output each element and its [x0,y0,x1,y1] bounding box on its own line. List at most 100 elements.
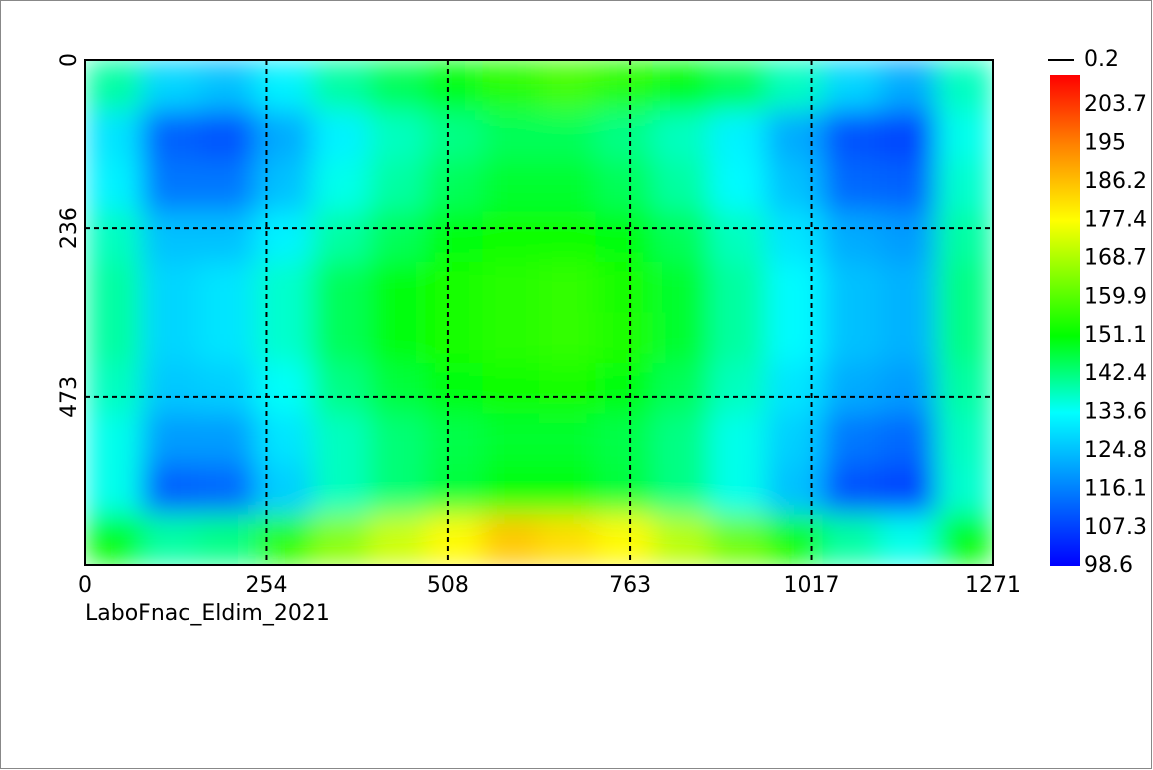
heatmap-cell [709,60,767,111]
heatmap-cell [539,60,597,111]
heatmap-cell [85,464,143,515]
heatmap-cell [709,413,767,465]
heatmap-cell [141,514,199,565]
heatmap-cell [425,262,483,313]
heatmap-cell [595,110,653,162]
heatmap-cell [766,161,824,212]
heatmap-cell [652,413,710,465]
heatmap-cell [425,413,483,465]
heatmap-cell [879,211,937,263]
heatmap-cell [198,464,256,515]
heatmap-cell [312,464,370,515]
heatmap-cell [255,514,313,565]
heatmap-cell [595,363,653,414]
heatmap-cell [198,514,256,565]
heatmap-cell [652,110,710,162]
heatmap-cell [198,312,256,364]
heatmap-cell [652,464,710,515]
heatmap-cell [85,363,143,414]
heatmap-cell [879,514,937,565]
heatmap-cell [539,211,597,263]
heatmap-cell [312,262,370,313]
heatmap-cell [312,413,370,465]
heatmap-cell [595,211,653,263]
heatmap-cell [255,262,313,313]
heatmap-cell [198,110,256,162]
heatmap-cell [595,413,653,465]
heatmap-cell [879,312,937,364]
heatmap-cell [482,110,540,162]
heatmap-cell [822,312,880,364]
heatmap-cell [141,363,199,414]
heatmap-cell [482,464,540,515]
heatmap-cell [425,60,483,111]
heatmap-cell [822,60,880,111]
heatmap-cell [141,211,199,263]
heatmap-cell [822,211,880,263]
heatmap-cell [766,312,824,364]
heatmap-cell [255,211,313,263]
heatmap-cell [936,60,993,111]
colorbar [1050,75,1080,566]
heatmap-cell [822,161,880,212]
heatmap-cell [595,60,653,111]
heatmap-cell [368,413,426,465]
heatmap-cell [822,464,880,515]
heatmap-cell [879,464,937,515]
heatmap-cell [879,161,937,212]
heatmap-cell [141,262,199,313]
heatmap-cell [255,464,313,515]
heatmap-cell [85,312,143,364]
heatmap-cell [85,514,143,565]
heatmap-cell [709,161,767,212]
colorbar-tick-label: 151.1 [1084,323,1147,348]
colorbar-tick-label: 116.1 [1084,476,1147,501]
heatmap-cell [936,413,993,465]
heatmap-cell [936,363,993,414]
heatmap-cell [822,262,880,313]
heatmap-cell [425,161,483,212]
heatmap-cell [482,161,540,212]
colorbar-tick-label: 195 [1084,130,1126,155]
heatmap-cell [482,363,540,414]
heatmap-cell [709,514,767,565]
heatmap-cell [652,211,710,263]
colorbar-tick-label: 159.9 [1084,284,1147,309]
heatmap-cell [822,514,880,565]
heatmap-cell [482,413,540,465]
heatmap-cell [198,363,256,414]
x-axis-label: LaboFnac_Eldim_2021 [85,601,330,626]
colorbar-tick-label: 142.4 [1084,361,1147,386]
colorbar-tick-label: 98.6 [1084,553,1133,578]
x-tick-label: 763 [609,573,651,598]
heatmap-cell [368,363,426,414]
heatmap-cell [482,514,540,565]
colorbar-tick-label: 124.8 [1084,438,1147,463]
heatmap-cell [312,514,370,565]
x-tick-label: 254 [245,573,287,598]
heatmap-cell [539,514,597,565]
heatmap-cell [879,363,937,414]
heatmap-cell [766,464,824,515]
heatmap-cell [198,262,256,313]
heatmap-cell [255,312,313,364]
heatmap-cell [312,161,370,212]
heatmap-cell [595,514,653,565]
heatmap-cell [255,413,313,465]
plot-border [84,59,994,566]
heatmap-cell [539,161,597,212]
heatmap-cell [425,110,483,162]
heatmap-cell [255,110,313,162]
heatmap-cell [198,161,256,212]
heatmap-cell [879,262,937,313]
heatmap-cell [766,413,824,465]
colorbar-tick-label: 203.7 [1084,92,1147,117]
heatmap-cell [482,60,540,111]
heatmap-cell [709,211,767,263]
x-tick-label: 0 [78,573,92,598]
heatmap-cell [312,211,370,263]
heatmap-cell [595,262,653,313]
heatmap-cell [766,363,824,414]
heatmap-cell [85,60,143,111]
heatmap-cell [766,60,824,111]
